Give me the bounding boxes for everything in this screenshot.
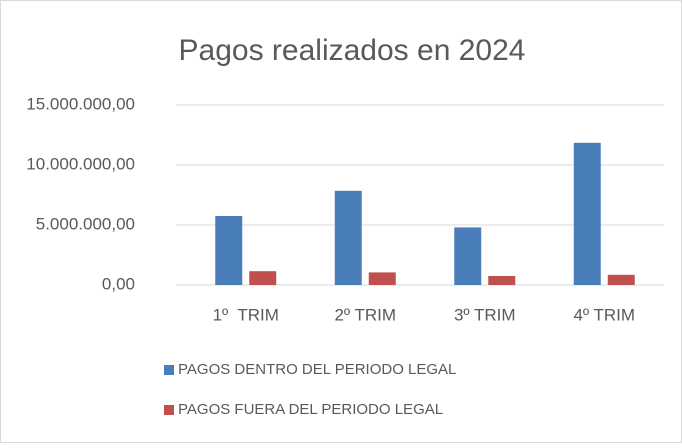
x-tick-label: 1º TRIM [213,305,279,324]
bar [334,190,362,285]
bar [215,216,243,285]
legend-swatch [164,365,174,375]
bar [488,276,516,285]
x-tick-label: 4º TRIM [573,305,635,324]
bar [607,274,635,285]
y-tick-label: 10.000.000,00 [26,154,135,173]
bar [368,272,396,285]
bar [573,142,601,285]
legend-label: PAGOS FUERA DEL PERIODO LEGAL [178,401,443,418]
legend-swatch [164,405,174,415]
y-tick-label: 15.000.000,00 [26,94,135,113]
bar [454,227,482,285]
x-tick-label: 2º TRIM [334,305,396,324]
y-tick-label: 5.000.000,00 [36,214,135,233]
y-tick-label: 0,00 [102,274,135,293]
bar [249,271,277,285]
x-tick-label: 3º TRIM [454,305,516,324]
legend-label: PAGOS DENTRO DEL PERIODO LEGAL [178,361,456,378]
chart-title: Pagos realizados en 2024 [179,34,526,67]
